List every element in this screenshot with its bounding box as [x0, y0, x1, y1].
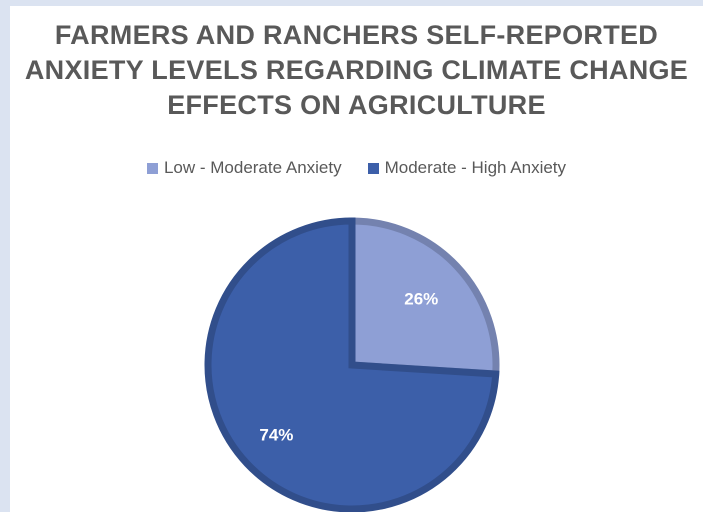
- pie-slice-moderate-high: [204, 217, 500, 512]
- legend-item-moderate-high: Moderate - High Anxiety: [367, 158, 567, 178]
- pie-slice-low-moderate: [348, 217, 500, 378]
- chart-title-line-2: ANXIETY LEVELS REGARDING CLIMATE CHANGE: [24, 55, 689, 85]
- chart-title: FARMERS AND RANCHERS SELF-REPORTED ANXIE…: [10, 18, 703, 123]
- chart-frame: FARMERS AND RANCHERS SELF-REPORTED ANXIE…: [10, 6, 703, 512]
- legend-item-low-moderate: Low - Moderate Anxiety: [146, 158, 342, 178]
- legend-swatch-moderate-high: [367, 162, 379, 174]
- legend-label-moderate-high: Moderate - High Anxiety: [384, 158, 567, 177]
- pie-label-low-moderate: 26%: [404, 289, 438, 308]
- pie-slices: [204, 217, 500, 512]
- pie-chart: 26% 74%: [204, 217, 500, 512]
- legend-label-low-moderate: Low - Moderate Anxiety: [163, 158, 342, 177]
- chart-legend: Low - Moderate Anxiety Moderate - High A…: [10, 158, 703, 178]
- pie-label-moderate-high: 74%: [259, 425, 293, 444]
- legend-swatch-low-moderate: [146, 162, 158, 174]
- chart-title-line-1: FARMERS AND RANCHERS SELF-REPORTED: [54, 20, 659, 50]
- pie-data-labels: 26% 74%: [259, 289, 438, 444]
- chart-title-line-3: EFFECTS ON AGRICULTURE: [167, 90, 546, 120]
